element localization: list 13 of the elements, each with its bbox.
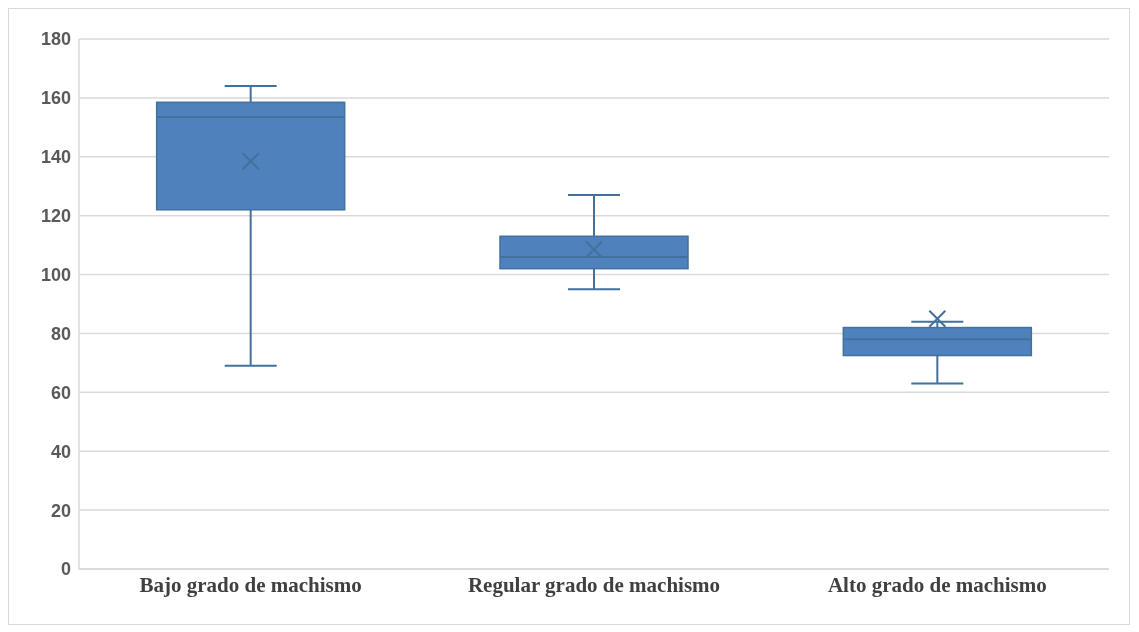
y-tick-label: 160 [40, 88, 71, 109]
x-tick-label: Alto grado de machismo [827, 572, 1047, 597]
y-tick-label: 0 [60, 559, 71, 580]
x-tick-label: Bajo grado de machismo [139, 572, 362, 597]
y-tick-label: 80 [50, 323, 71, 344]
y-tick-label: 140 [40, 147, 71, 168]
x-tick-label: Regular grado de machismo [467, 572, 721, 597]
y-tick-label: 40 [50, 441, 71, 462]
y-tick-label: 180 [40, 29, 71, 50]
y-tick-label: 120 [40, 206, 71, 227]
y-tick-label: 100 [40, 264, 71, 285]
y-tick-label: 20 [50, 500, 71, 521]
y-tick-label: 60 [50, 382, 71, 403]
